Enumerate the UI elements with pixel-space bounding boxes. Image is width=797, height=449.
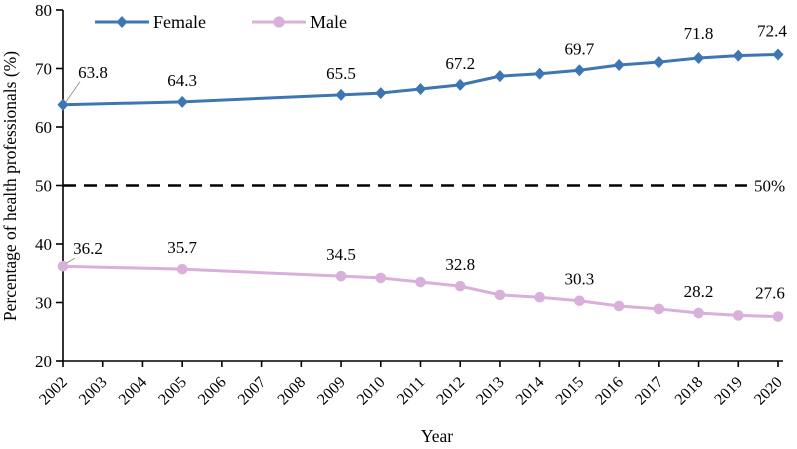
female-marker <box>375 87 387 100</box>
x-tick-label: 2003 <box>76 374 111 409</box>
legend-label: Female <box>153 12 206 32</box>
data-label: 28.2 <box>684 282 714 301</box>
male-marker <box>574 295 585 307</box>
y-axis-title: Percentage of health professionals (%) <box>0 51 20 321</box>
y-tick-label: 40 <box>35 235 52 254</box>
data-label: 69.7 <box>565 39 595 58</box>
y-tick-label: 50 <box>35 177 52 196</box>
female-marker <box>57 98 69 111</box>
data-label: 32.8 <box>445 255 475 274</box>
data-label: 35.7 <box>167 238 197 257</box>
y-tick-label: 60 <box>35 118 52 137</box>
male-marker <box>375 272 387 284</box>
x-tick-label: 2018 <box>672 374 707 409</box>
x-tick-label: 2012 <box>433 374 468 409</box>
data-label: 34.5 <box>326 245 356 264</box>
male-marker <box>494 289 506 301</box>
reference-line-label: 50% <box>754 177 785 196</box>
y-tick-label: 80 <box>35 1 52 20</box>
x-tick-label: 2017 <box>632 374 667 409</box>
legend-diamond-marker-icon <box>116 16 128 28</box>
male-line <box>62 264 779 319</box>
x-tick-label: 2015 <box>553 374 588 409</box>
y-tick-label: 70 <box>35 60 52 79</box>
female-marker <box>534 67 546 80</box>
x-tick-label: 2002 <box>36 374 71 409</box>
x-tick-label: 2004 <box>116 374 151 409</box>
female-marker <box>335 88 347 101</box>
male-marker <box>335 270 347 282</box>
male-marker <box>653 303 665 315</box>
female-line <box>62 52 779 107</box>
legend-circle-marker-icon <box>273 16 285 28</box>
data-label: 36.2 <box>73 239 103 258</box>
male-marker <box>534 291 545 303</box>
female-marker <box>732 49 744 62</box>
x-tick-label: 2010 <box>354 374 389 409</box>
x-tick-label: 2007 <box>235 374 270 409</box>
female-marker <box>692 51 705 64</box>
x-tick-label: 2009 <box>314 374 349 409</box>
x-tick-label: 2013 <box>473 374 508 409</box>
male-marker <box>415 276 426 288</box>
y-tick-label: 30 <box>35 294 52 313</box>
male-marker <box>613 300 625 312</box>
legend: Female Male <box>95 12 347 32</box>
female-marker <box>494 70 506 83</box>
female-marker <box>414 82 427 95</box>
male-marker <box>57 260 69 272</box>
x-tick-label: 2006 <box>195 374 230 409</box>
male-marker <box>732 310 744 321</box>
female-marker <box>454 78 466 91</box>
data-label: 64.3 <box>167 71 197 90</box>
label-leader-line <box>65 257 76 264</box>
data-label: 30.3 <box>565 270 595 289</box>
data-label: 71.8 <box>684 24 714 43</box>
x-tick-label: 2008 <box>275 374 310 409</box>
male-marker <box>772 311 784 322</box>
male-marker <box>176 263 188 275</box>
female-marker <box>176 95 188 108</box>
x-tick-label: 2020 <box>751 374 786 409</box>
legend-item-female: Female <box>95 12 206 32</box>
female-marker <box>613 58 625 71</box>
male-marker <box>454 280 466 292</box>
x-tick-label: 2011 <box>394 374 428 408</box>
y-tick-label: 20 <box>35 352 52 371</box>
data-label: 65.5 <box>326 64 356 83</box>
x-axis-title: Year <box>421 426 453 446</box>
female-marker <box>772 48 784 61</box>
data-label: 63.8 <box>78 63 108 82</box>
data-label: 27.6 <box>755 284 785 303</box>
female-marker <box>653 56 665 69</box>
x-tick-label: 2019 <box>711 374 746 409</box>
legend-item-male: Male <box>252 12 347 32</box>
data-label: 72.4 <box>757 21 787 40</box>
x-tick-label: 2014 <box>513 374 548 409</box>
legend-label: Male <box>310 12 347 32</box>
male-marker <box>693 307 704 319</box>
x-tick-label: 2005 <box>155 374 190 409</box>
data-label: 67.2 <box>445 54 475 73</box>
x-tick-label: 2016 <box>592 374 627 409</box>
female-marker <box>573 64 585 77</box>
label-leader-line <box>65 81 81 103</box>
